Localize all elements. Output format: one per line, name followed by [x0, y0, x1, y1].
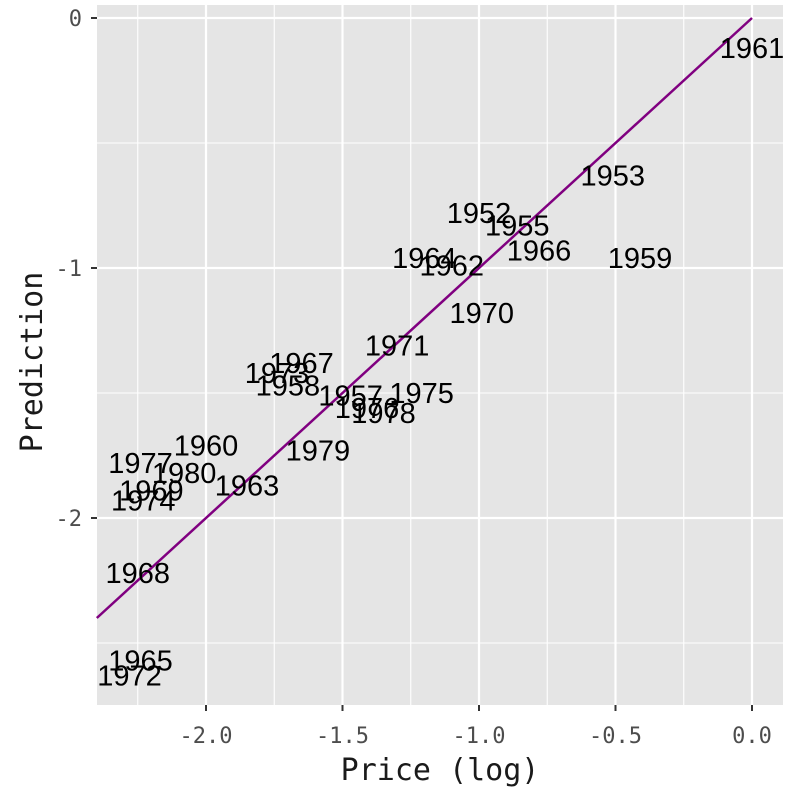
- point-label-1977: 1977: [108, 448, 173, 480]
- point-label-1979: 1979: [286, 436, 351, 468]
- x-tick-label: -1.0: [453, 724, 506, 749]
- x-tick-label: 0.0: [732, 724, 772, 749]
- y-tick-label: -2: [56, 507, 83, 532]
- point-label-1976: 1976: [335, 393, 400, 425]
- y-axis-title: Prediction: [15, 272, 50, 453]
- point-label-1980: 1980: [152, 458, 217, 490]
- point-label-1964: 1964: [392, 243, 457, 275]
- point-label-1952: 1952: [447, 198, 512, 230]
- point-label-1972: 1972: [97, 661, 162, 693]
- grid-minor: [97, 5, 783, 705]
- grid-major: [97, 5, 783, 705]
- point-label-1958: 1958: [256, 371, 321, 403]
- point-label-1971: 1971: [365, 331, 430, 363]
- point-label-1957: 1957: [318, 381, 383, 413]
- point-label-1975: 1975: [389, 378, 454, 410]
- x-axis-title: Price (log): [341, 753, 540, 788]
- x-tick-label: -0.5: [589, 724, 642, 749]
- point-label-1962: 1962: [419, 251, 484, 283]
- x-tick-label: -1.5: [316, 724, 369, 749]
- point-label-1978: 1978: [351, 398, 416, 430]
- y-axis: -2 -1 0: [56, 7, 97, 532]
- reference-line-layer: [95, 17, 753, 619]
- point-label-1959: 1959: [608, 243, 673, 275]
- y-tick-label: 0: [69, 7, 82, 32]
- y-tick-label: -1: [56, 257, 83, 282]
- point-label-1970: 1970: [449, 298, 514, 330]
- point-label-1960: 1960: [174, 431, 239, 463]
- point-label-1963: 1963: [215, 471, 280, 503]
- reference-line: [95, 17, 753, 619]
- point-label-1974: 1974: [111, 486, 176, 518]
- point-label-1955: 1955: [485, 211, 550, 243]
- point-label-1967: 1967: [269, 348, 334, 380]
- point-label-1953: 1953: [581, 161, 646, 193]
- point-label-1968: 1968: [105, 558, 170, 590]
- x-tick-label: -2.0: [180, 724, 233, 749]
- point-label-1969: 1969: [119, 476, 184, 508]
- point-label-1961: 1961: [720, 33, 785, 65]
- x-axis: -2.0 -1.5 -1.0 -0.5 0.0: [180, 705, 772, 749]
- plot-panel: [97, 5, 783, 705]
- point-label-1965: 1965: [108, 646, 173, 678]
- point-label-1966: 1966: [507, 236, 572, 268]
- point-label-1973: 1973: [245, 358, 310, 390]
